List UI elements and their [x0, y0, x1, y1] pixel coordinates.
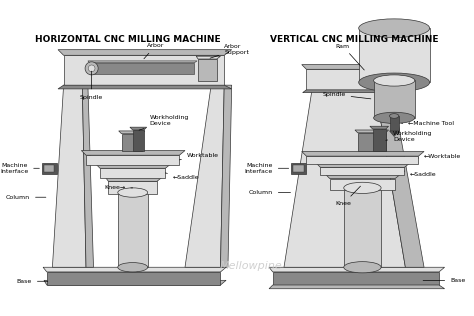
Text: Column: Column [6, 195, 46, 200]
Text: ←Worktable: ←Worktable [419, 154, 461, 159]
Bar [86, 155, 179, 165]
Bar [306, 69, 381, 90]
Bar [293, 165, 303, 172]
Bar [374, 81, 415, 118]
Polygon shape [106, 178, 162, 181]
Ellipse shape [344, 262, 381, 273]
Text: VERTICAL CNC MILLING MACHINE: VERTICAL CNC MILLING MACHINE [270, 35, 438, 44]
Text: Workholding
Device: Workholding Device [139, 115, 189, 130]
Text: Base: Base [423, 278, 465, 283]
Polygon shape [53, 85, 86, 267]
Bar [42, 163, 57, 174]
Bar [273, 272, 439, 285]
Text: Column: Column [249, 190, 291, 195]
Bar [109, 181, 157, 194]
Polygon shape [303, 90, 387, 93]
Bar [133, 130, 144, 150]
Polygon shape [375, 90, 424, 267]
Text: ←Machine Tool: ←Machine Tool [401, 121, 454, 126]
Text: Spindle: Spindle [80, 71, 103, 100]
Ellipse shape [359, 19, 429, 38]
Text: Ram: Ram [336, 44, 365, 70]
Polygon shape [96, 165, 170, 168]
Bar [320, 167, 404, 175]
Bar [118, 192, 148, 267]
Text: Arbor: Arbor [144, 43, 164, 59]
Text: Knee→: Knee→ [104, 185, 133, 190]
Ellipse shape [88, 65, 95, 72]
Bar [198, 59, 217, 82]
Text: ←Saddle: ←Saddle [165, 173, 200, 180]
Bar [306, 156, 419, 164]
Polygon shape [370, 126, 389, 129]
Polygon shape [196, 56, 220, 59]
Bar [121, 134, 142, 150]
Bar [359, 28, 429, 82]
Ellipse shape [85, 62, 98, 75]
Polygon shape [317, 164, 409, 167]
Text: Base: Base [17, 279, 48, 284]
Text: ←Saddle: ←Saddle [404, 171, 437, 177]
Polygon shape [302, 151, 424, 156]
Polygon shape [82, 85, 93, 267]
Text: Spindle: Spindle [322, 92, 371, 99]
Text: Machine
Interface: Machine Interface [0, 163, 39, 174]
Text: Arbor
Support: Arbor Support [210, 44, 249, 58]
Bar [330, 179, 395, 190]
Polygon shape [269, 285, 445, 289]
Polygon shape [44, 280, 226, 285]
Ellipse shape [374, 75, 415, 86]
Text: Worktable: Worktable [179, 153, 219, 160]
Polygon shape [220, 85, 232, 267]
Polygon shape [88, 61, 197, 63]
Polygon shape [82, 150, 185, 155]
Text: Knee: Knee [336, 186, 361, 206]
Polygon shape [269, 267, 445, 272]
Bar [292, 163, 306, 174]
Bar [47, 272, 220, 285]
Polygon shape [302, 64, 387, 69]
Bar [90, 63, 194, 74]
Text: Machine
Interface: Machine Interface [245, 163, 289, 174]
Text: Mellowpine: Mellowpine [220, 261, 283, 271]
Bar [390, 116, 399, 131]
Text: HORIZONTAL CNC MILLING MACHINE: HORIZONTAL CNC MILLING MACHINE [35, 35, 221, 44]
Ellipse shape [344, 182, 381, 193]
Polygon shape [185, 85, 224, 267]
Polygon shape [284, 90, 405, 267]
Bar [344, 188, 381, 267]
Bar [100, 168, 165, 178]
Ellipse shape [359, 73, 429, 92]
Polygon shape [118, 131, 145, 134]
Polygon shape [355, 130, 389, 133]
Ellipse shape [374, 112, 415, 124]
Polygon shape [326, 175, 400, 179]
Bar [358, 133, 386, 151]
Ellipse shape [118, 188, 148, 197]
Polygon shape [130, 127, 147, 130]
Polygon shape [58, 50, 232, 55]
Bar [373, 129, 386, 151]
Bar [64, 55, 224, 85]
Polygon shape [390, 131, 399, 137]
Ellipse shape [118, 263, 148, 272]
Bar [44, 165, 54, 172]
Text: Workholding
Device: Workholding Device [386, 131, 433, 142]
Polygon shape [43, 267, 226, 272]
Ellipse shape [390, 114, 399, 118]
Polygon shape [58, 85, 232, 89]
